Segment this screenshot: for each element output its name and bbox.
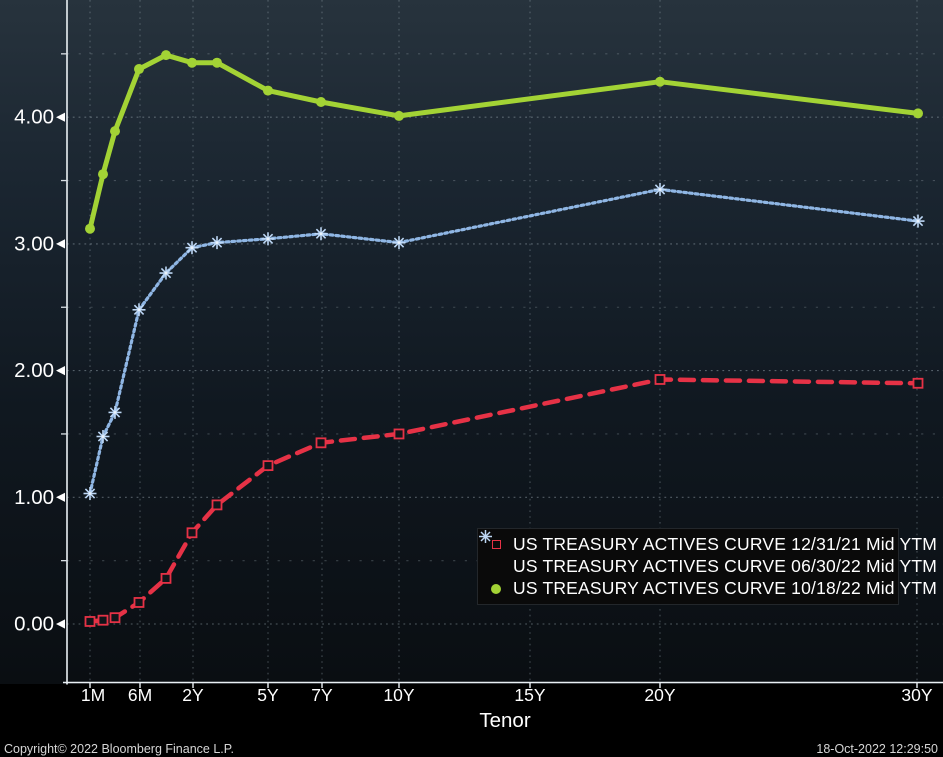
- legend-item-12-31-21: US TREASURY ACTIVES CURVE 12/31/21 Mid Y…: [488, 534, 937, 554]
- svg-text:0.00: 0.00: [14, 613, 54, 636]
- svg-text:2.00: 2.00: [14, 359, 54, 382]
- data-series: [83, 50, 925, 627]
- svg-text:20Y: 20Y: [644, 685, 675, 705]
- chart-legend: US TREASURY ACTIVES CURVE 12/31/21 Mid Y…: [477, 528, 937, 605]
- legend-label: US TREASURY ACTIVES CURVE 12/31/21 Mid Y…: [513, 533, 938, 554]
- series-2: [85, 50, 923, 234]
- copyright-text: Copyright© 2022 Bloomberg Finance L.P.: [4, 742, 234, 756]
- axis-tick-labels: 0.00 1.00 2.00 3.00 4.00 1M 6M 2Y 5Y 7Y 10Y 15Y 20Y 3…: [14, 106, 933, 705]
- svg-text:1.00: 1.00: [14, 486, 54, 509]
- open-square-marker-icon: [488, 539, 504, 549]
- timestamp-text: 18-Oct-2022 12:29:50: [816, 742, 938, 756]
- legend-item-06-30-22: US TREASURY ACTIVES CURVE 06/30/22 Mid Y…: [479, 530, 937, 576]
- bottom-bar: [0, 684, 943, 757]
- legend-item-10-18-22: US TREASURY ACTIVES CURVE 10/18/22 Mid Y…: [488, 578, 937, 598]
- legend-label: US TREASURY ACTIVES CURVE 10/18/22 Mid Y…: [513, 577, 938, 598]
- x-axis-title: Tenor: [479, 709, 531, 732]
- footer: Copyright© 2022 Bloomberg Finance L.P. 1…: [0, 742, 943, 756]
- legend-label: US TREASURY ACTIVES CURVE 06/30/22 Mid Y…: [513, 555, 938, 576]
- svg-text:2Y: 2Y: [182, 685, 204, 705]
- svg-text:6M: 6M: [128, 685, 152, 705]
- svg-text:1M: 1M: [81, 685, 105, 705]
- series-1: [83, 182, 925, 500]
- svg-text:15Y: 15Y: [514, 685, 545, 705]
- svg-text:7Y: 7Y: [311, 685, 333, 705]
- circle-marker-icon: [488, 583, 504, 594]
- series-0: [84, 374, 924, 627]
- axes: [61, 0, 943, 688]
- svg-text:3.00: 3.00: [14, 232, 54, 255]
- svg-text:10Y: 10Y: [383, 685, 414, 705]
- svg-text:30Y: 30Y: [901, 685, 932, 705]
- svg-text:5Y: 5Y: [257, 685, 279, 705]
- svg-text:4.00: 4.00: [14, 106, 54, 129]
